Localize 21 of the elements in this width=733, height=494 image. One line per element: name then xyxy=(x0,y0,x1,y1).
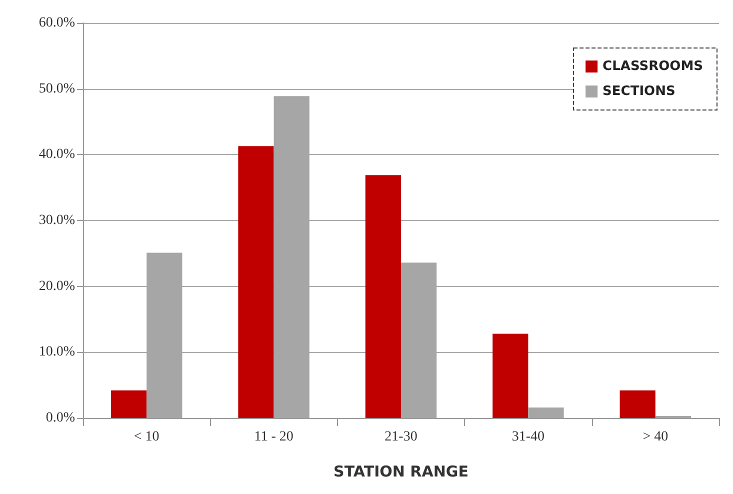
bar xyxy=(365,175,401,418)
y-tick-label: 30.0% xyxy=(38,213,76,228)
x-tick-label: < 10 xyxy=(134,430,160,444)
x-tick-label: 21-30 xyxy=(384,430,418,444)
y-tick-label: 60.0% xyxy=(38,16,76,30)
y-tick-label: 20.0% xyxy=(38,278,76,294)
y-tick-label: 10.0% xyxy=(38,344,76,360)
bar xyxy=(110,390,147,418)
bar xyxy=(238,146,274,418)
x-tick-label: 31-40 xyxy=(512,430,545,444)
bar xyxy=(620,390,656,418)
x-tick-label: 11 - 20 xyxy=(254,430,294,444)
x-tick-label: > 40 xyxy=(642,430,668,444)
y-tick-label: 40.0% xyxy=(38,147,76,162)
bar xyxy=(492,334,528,418)
legend-label: CLASSROOMS xyxy=(602,59,704,74)
legend-label: SECTIONS xyxy=(602,84,676,99)
y-tick-label: 50.0% xyxy=(38,81,76,96)
x-axis-title: STATION RANGE xyxy=(334,462,468,480)
y-tick-label: 0.0% xyxy=(46,410,76,426)
bar xyxy=(528,407,564,418)
